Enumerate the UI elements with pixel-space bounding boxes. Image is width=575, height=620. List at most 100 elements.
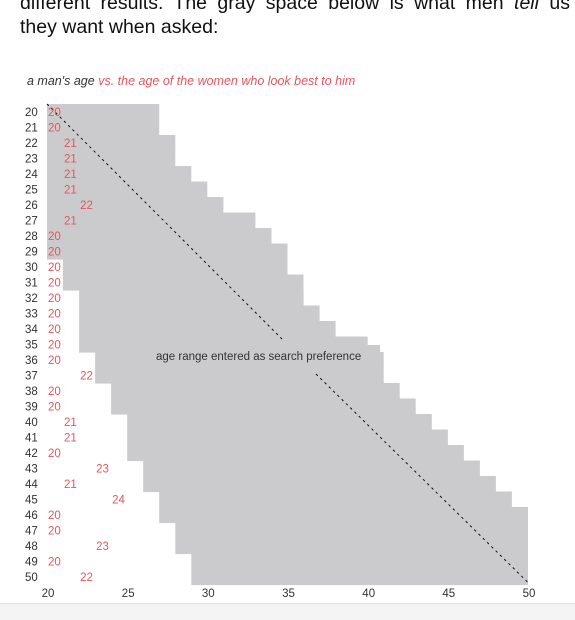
x-tick-25: 25 <box>122 588 135 600</box>
attractive-age-labels: 2020212121212221202020202020202020222020… <box>48 107 125 584</box>
range-bar-age-48 <box>175 538 529 555</box>
range-bar-age-33 <box>79 305 320 322</box>
x-tick-20: 20 <box>42 588 55 600</box>
man-age-label-28: 28 <box>25 231 38 243</box>
man-age-label-27: 27 <box>25 216 38 228</box>
range-bar-age-32 <box>79 290 304 307</box>
attractive-age-label-35: 20 <box>48 340 61 352</box>
man-age-label-29: 29 <box>25 247 38 259</box>
range-bar-age-46 <box>159 507 528 524</box>
range-bar-age-39 <box>111 398 416 415</box>
range-bar-age-31 <box>63 274 304 291</box>
range-bar-age-34 <box>79 321 336 338</box>
attractive-age-label-33: 20 <box>48 309 61 321</box>
bottom-strip <box>0 603 575 620</box>
man-age-label-48: 48 <box>25 541 38 553</box>
man-age-label-32: 32 <box>25 293 38 305</box>
intro-line-1-text: different results. The gray space below … <box>20 0 504 14</box>
man-age-label-26: 26 <box>25 200 38 212</box>
attractive-age-label-45: 24 <box>112 495 125 507</box>
attractive-age-label-47: 20 <box>48 526 61 538</box>
range-bar-age-42 <box>127 445 464 462</box>
man-age-label-21: 21 <box>25 123 38 135</box>
attractive-age-label-40: 21 <box>64 417 77 429</box>
attractive-age-label-24: 21 <box>64 169 77 181</box>
x-axis-ticks: 20 25 30 35 40 45 50 <box>42 588 536 600</box>
man-age-label-24: 24 <box>25 169 38 181</box>
man-age-label-45: 45 <box>25 495 38 507</box>
man-age-label-36: 36 <box>25 355 38 367</box>
man-age-label-46: 46 <box>25 510 38 522</box>
range-bar-age-20 <box>47 104 160 121</box>
range-bar-age-44 <box>143 476 496 493</box>
x-tick-30: 30 <box>202 588 215 600</box>
attractive-age-label-28: 20 <box>48 231 61 243</box>
attractive-age-label-25: 21 <box>64 185 77 197</box>
range-bar-age-26 <box>47 197 224 214</box>
man-age-label-41: 41 <box>25 433 38 445</box>
range-bar-age-43 <box>143 460 480 477</box>
intro-line-1-end: us <box>549 0 571 14</box>
man-age-label-33: 33 <box>25 309 38 321</box>
intro-line-2: they want when asked: <box>20 16 219 38</box>
man-age-label-43: 43 <box>25 464 38 476</box>
attractive-age-label-38: 20 <box>48 386 61 398</box>
man-age-label-35: 35 <box>25 340 38 352</box>
chart-title-part2: vs. the age of the women who look best t… <box>98 74 355 88</box>
range-bar-age-25 <box>47 181 208 198</box>
attractive-age-label-44: 21 <box>64 479 77 491</box>
x-tick-35: 35 <box>282 588 295 600</box>
man-age-label-44: 44 <box>25 479 38 491</box>
range-annotation: age range entered as search preference <box>156 351 361 363</box>
intro-emphasis: tell <box>514 0 539 14</box>
diagonal-line-upper <box>46 103 283 340</box>
men-age-labels: 20 21 22 23 24 25 26 27 28 29 30 31 32 33 34 35 36 37 38 39… <box>25 107 38 584</box>
attractive-age-label-27: 21 <box>64 216 77 228</box>
attractive-age-label-26: 22 <box>80 200 93 212</box>
man-age-label-25: 25 <box>25 185 38 197</box>
attractive-age-label-37: 22 <box>80 371 93 383</box>
range-bar-age-28 <box>47 228 272 245</box>
attractive-age-label-22: 21 <box>64 138 77 150</box>
man-age-label-31: 31 <box>25 278 38 290</box>
man-age-label-38: 38 <box>25 386 38 398</box>
range-bar-age-30 <box>63 259 288 276</box>
attractive-age-label-50: 22 <box>80 572 93 584</box>
man-age-label-23: 23 <box>25 154 38 166</box>
x-tick-50: 50 <box>523 588 536 600</box>
man-age-label-49: 49 <box>25 557 38 569</box>
attractive-age-label-23: 21 <box>64 154 77 166</box>
x-tick-45: 45 <box>442 588 455 600</box>
range-bar-age-47 <box>175 522 529 539</box>
man-age-label-42: 42 <box>25 448 38 460</box>
attractive-age-label-49: 20 <box>48 557 61 569</box>
diagonal-reference-line <box>46 103 529 583</box>
man-age-label-47: 47 <box>25 526 38 538</box>
attractive-age-label-34: 20 <box>48 324 61 336</box>
attractive-age-label-30: 20 <box>48 262 61 274</box>
range-bar-age-29 <box>47 243 288 260</box>
man-age-label-20: 20 <box>25 107 38 119</box>
range-bar-age-37 <box>95 367 384 384</box>
range-bar-age-27 <box>47 212 256 229</box>
man-age-label-34: 34 <box>25 324 38 336</box>
attractive-age-label-21: 20 <box>48 123 61 135</box>
man-age-label-22: 22 <box>25 138 38 150</box>
attractive-age-label-41: 21 <box>64 433 77 445</box>
range-bar-age-24 <box>47 166 192 183</box>
attractive-age-label-29: 20 <box>48 247 61 259</box>
range-bar-age-49 <box>191 553 529 570</box>
intro-paragraph: different results. The gray space below … <box>20 0 570 39</box>
attractive-age-label-46: 20 <box>48 510 61 522</box>
age-range-chart: a man's age vs. the age of the women who… <box>25 74 536 600</box>
range-bar-age-21 <box>47 119 160 136</box>
annotation-backdrop <box>150 345 380 367</box>
chart-title-part1: a man's age <box>27 74 95 88</box>
x-tick-40: 40 <box>362 588 375 600</box>
chart-title: a man's age vs. the age of the women who… <box>27 74 355 88</box>
diagonal-line-lower <box>315 373 529 583</box>
man-age-label-50: 50 <box>25 572 38 584</box>
attractive-age-label-48: 23 <box>96 541 109 553</box>
range-bar-age-45 <box>159 491 512 508</box>
man-age-label-40: 40 <box>25 417 38 429</box>
